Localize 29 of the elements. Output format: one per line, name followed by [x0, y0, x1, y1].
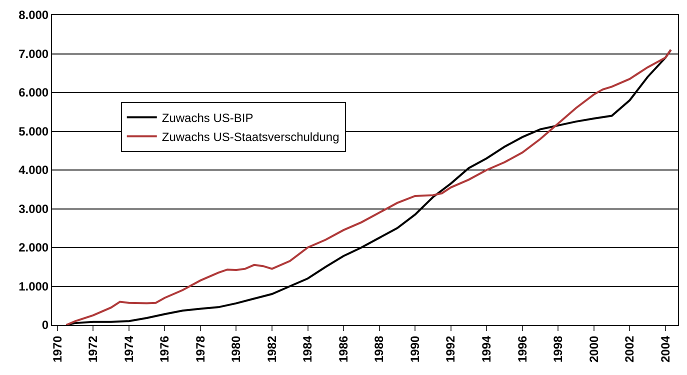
- y-tick-label: 2.000: [18, 240, 49, 255]
- legend-label: Zuwachs US-Staatsverschuldung: [162, 130, 340, 144]
- y-tick-label: 1.000: [18, 279, 49, 294]
- y-tick-label: 8.000: [18, 8, 49, 22]
- x-tick-label: 1970: [50, 335, 64, 363]
- x-tick-label: 2002: [622, 335, 637, 363]
- y-tick-label: 4.000: [18, 163, 49, 178]
- legend-label: Zuwachs US-BIP: [162, 110, 254, 125]
- x-tick-label: 1980: [229, 335, 244, 363]
- x-tick-label: 1994: [480, 335, 494, 363]
- x-tick-label: 1986: [336, 335, 350, 363]
- x-tick-label: 1976: [158, 335, 172, 363]
- y-tick-label: 3.000: [18, 202, 49, 216]
- x-tick-label: 1998: [551, 335, 566, 363]
- x-tick-label: 2000: [586, 335, 601, 363]
- x-tick-label: 1972: [86, 335, 100, 363]
- y-tick-label: 0: [42, 318, 49, 332]
- x-tick-label: 1984: [300, 335, 315, 363]
- x-tick-label: 1992: [444, 335, 458, 363]
- x-tick-label: 1978: [193, 335, 208, 363]
- x-tick-label: 1996: [515, 335, 530, 363]
- y-tick-label: 5.000: [18, 124, 49, 138]
- y-tick-label: 7.000: [18, 46, 49, 61]
- x-tick-label: 1974: [122, 335, 136, 363]
- y-tick-label: 6.000: [18, 86, 49, 100]
- x-tick-label: 2004: [658, 335, 672, 363]
- x-tick-label: 1982: [264, 335, 279, 363]
- x-tick-label: 1988: [372, 335, 386, 363]
- x-tick-label: 1990: [408, 335, 422, 363]
